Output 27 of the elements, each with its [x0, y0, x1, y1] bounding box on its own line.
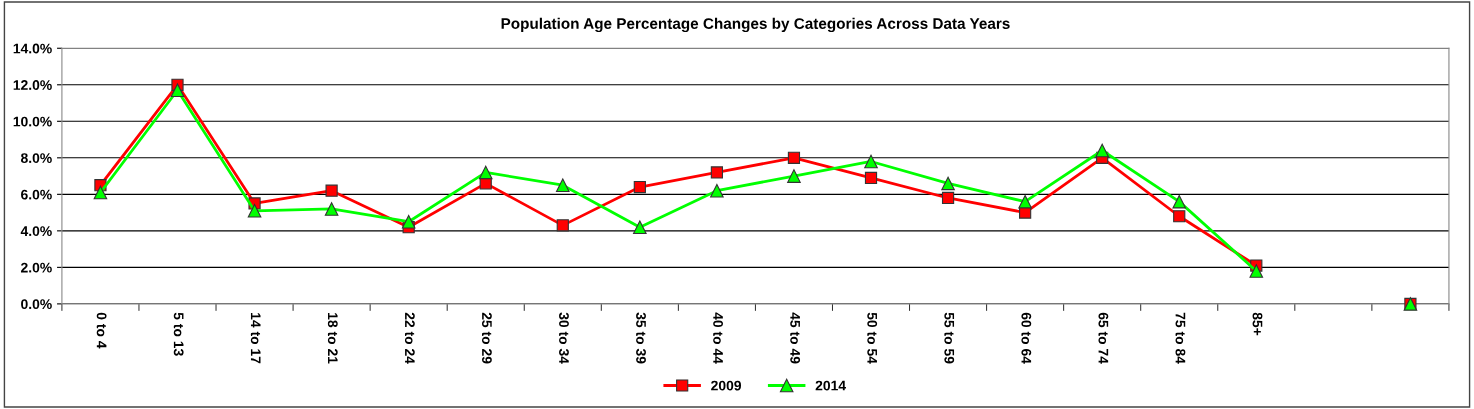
- y-tick-label: 12.0%: [13, 80, 52, 90]
- x-tick-label: 0 to 4: [96, 312, 107, 349]
- x-tick-label: 18 to 21: [327, 313, 338, 364]
- x-tick-label: 85+: [1252, 312, 1263, 336]
- y-tick-label: 10.0%: [13, 116, 52, 127]
- x-tick-label: 25 to 29: [482, 312, 492, 364]
- x-tick-label: 50 to 54: [867, 312, 878, 364]
- x-tick-label: 14 to 17: [250, 313, 261, 364]
- x-tick-label: 60 to 64: [1021, 312, 1032, 364]
- legend-label: 2014: [815, 380, 846, 391]
- y-tick-label: 0.0%: [21, 299, 52, 310]
- x-tick-label: 35 to 39: [636, 312, 646, 364]
- x-tick-label: 22 to 24: [404, 312, 415, 364]
- x-tick-label: 75 to 84: [1175, 312, 1186, 364]
- y-tick-label: 6.0%: [21, 189, 52, 200]
- y-tick-label: 2.0%: [21, 262, 52, 273]
- x-tick-label: 65 to 74: [1098, 312, 1109, 364]
- chart-title: Population Age Percentage Changes by Categories Across Data Years: [501, 17, 1010, 33]
- y-tick-label: 8.0%: [20, 153, 52, 163]
- x-tick-label: 30 to 34: [559, 312, 569, 364]
- x-tick-label: 40 to 44: [713, 312, 723, 364]
- x-tick-label: 45 to 49: [790, 312, 801, 364]
- x-tick-label: 55 to 59: [944, 312, 955, 364]
- legend-label: 2009: [711, 380, 742, 391]
- y-tick-label: 4.0%: [20, 226, 52, 237]
- y-tick-label: 14.0%: [13, 43, 52, 54]
- x-tick-label: 5 to 13: [173, 312, 184, 356]
